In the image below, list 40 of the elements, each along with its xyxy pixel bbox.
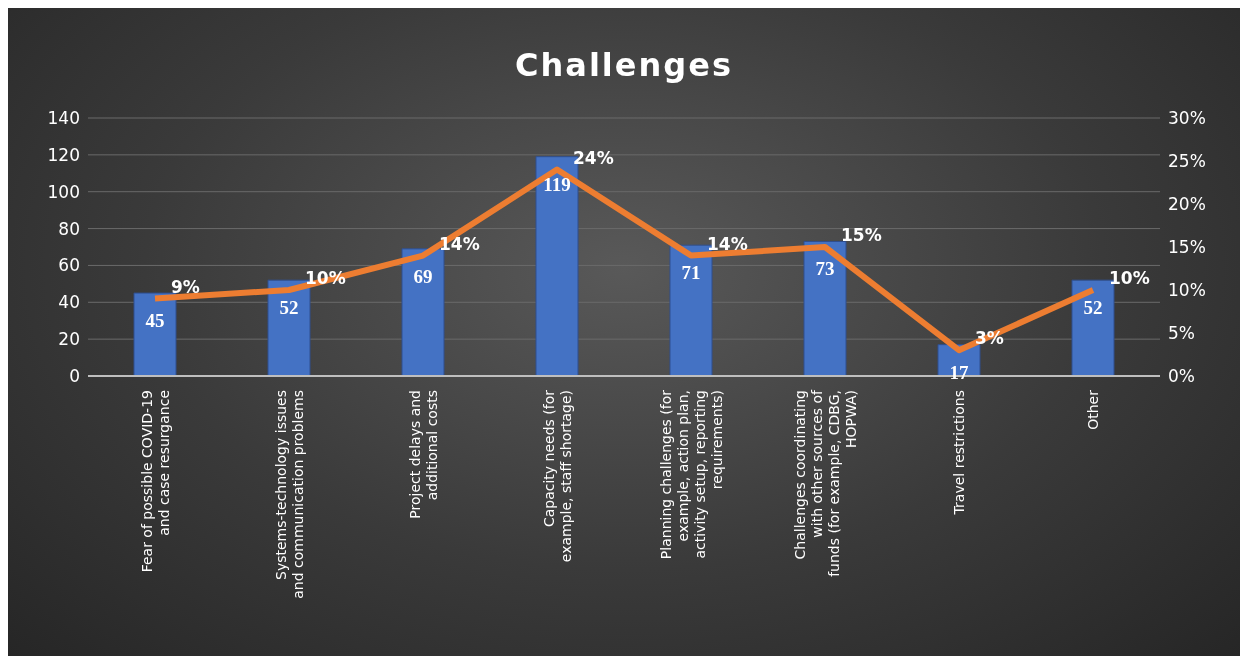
x-tick-label: Other bbox=[1085, 389, 1101, 430]
data-label: 10% bbox=[305, 268, 346, 288]
x-tick-label: Capacity needs (for example, staff shortage) bbox=[540, 389, 574, 563]
bar bbox=[401, 248, 445, 376]
y2-tick-label: 15% bbox=[1168, 237, 1206, 258]
x-tick-label: Travel restrictions bbox=[951, 390, 967, 516]
data-label: 45 bbox=[145, 310, 165, 332]
bar bbox=[803, 240, 847, 376]
y2-tick-label: 5% bbox=[1168, 323, 1195, 344]
data-label: 14% bbox=[707, 233, 748, 254]
y-tick-label: 100 bbox=[47, 181, 80, 202]
data-label: 14% bbox=[439, 233, 480, 254]
y-tick-label: 120 bbox=[47, 144, 80, 165]
x-tick-label: Challenges coordinating with other sources of funds (for example, CDBG, HOPWA) bbox=[791, 388, 859, 577]
x-tick-label: Planning challenges (for example, action plan, activity setup, reporting requirements) bbox=[657, 389, 725, 560]
data-label: 73 bbox=[815, 258, 835, 280]
data-label: 24% bbox=[573, 147, 614, 168]
y2-tick-label: 10% bbox=[1168, 280, 1206, 301]
data-label: 15% bbox=[841, 225, 882, 245]
y-tick-label: 20 bbox=[58, 329, 80, 350]
y-tick-label: 60 bbox=[58, 255, 80, 276]
y2-tick-label: 30% bbox=[1168, 108, 1206, 129]
data-label: 52 bbox=[279, 297, 299, 319]
y-tick-label: 0 bbox=[69, 366, 80, 387]
bar bbox=[133, 292, 177, 376]
data-label: 71 bbox=[681, 262, 701, 284]
data-label: 119 bbox=[543, 173, 571, 195]
data-label: 52 bbox=[1083, 297, 1103, 319]
y2-tick-label: 25% bbox=[1168, 151, 1206, 172]
y-tick-label: 80 bbox=[58, 218, 80, 239]
y2-tick-label: 0% bbox=[1168, 366, 1195, 387]
y-tick-label: 40 bbox=[58, 292, 80, 313]
data-label: 69 bbox=[413, 265, 433, 287]
data-label: 10% bbox=[1109, 268, 1150, 288]
y2-tick-label: 20% bbox=[1168, 194, 1206, 215]
x-tick-label: Fear of possible COVID-19 and case resurgance bbox=[138, 390, 172, 573]
y-tick-label: 140 bbox=[47, 108, 80, 129]
data-label: 9% bbox=[171, 276, 200, 297]
chart-title: Challenges bbox=[514, 46, 734, 84]
x-tick-label: Project delays and additional costs bbox=[406, 390, 440, 519]
